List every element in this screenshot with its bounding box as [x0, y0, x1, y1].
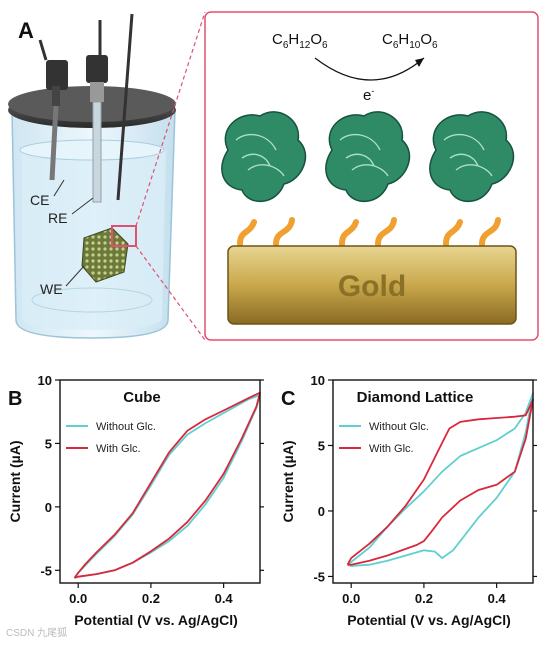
electrochemical-cell-diagram: CE RE WE C6H12O6 C6H10O6 e- [8, 11, 539, 341]
enzyme-2 [325, 111, 411, 203]
gold-substrate: Gold [227, 245, 517, 325]
panel-a: A [8, 11, 539, 341]
chart-title: Diamond Lattice [357, 389, 474, 406]
linkers [237, 217, 501, 247]
product-formula: C6H10O6 [382, 31, 438, 51]
linker [237, 219, 257, 247]
x-tick-label: 0.0 [342, 591, 360, 606]
lattice-electrode [81, 225, 137, 283]
electrodes [38, 13, 134, 203]
legend-label: Without Glc. [96, 421, 156, 433]
linker [339, 219, 359, 247]
x-tick-label: 0.2 [415, 591, 433, 606]
y-tick-label: 0 [318, 504, 325, 519]
panel-a-letter: A [18, 18, 34, 43]
plot-frame [59, 379, 261, 584]
reactant-formula: C6H12O6 [272, 31, 328, 51]
legend-label: With Glc. [369, 443, 414, 455]
reaction-arrowhead [415, 58, 424, 67]
linker [273, 217, 295, 247]
x-tick-label: 0.4 [488, 591, 507, 606]
y-axis-title: Current (µA) [7, 441, 23, 523]
we-label: WE [40, 281, 63, 297]
panel-c: C -5 0 5 10 0.0 0.2 0.4 Diamond Lattice Without G… [273, 360, 546, 644]
x-axis-title: Potential (V vs. Ag/AgCl) [347, 612, 511, 628]
panel-letter: B [8, 388, 22, 410]
electron-label: e- [363, 86, 374, 104]
reaction-arrow [314, 57, 425, 81]
x-tick-label: 0.2 [142, 591, 160, 606]
x-tick-label: 0.0 [69, 591, 87, 606]
enzyme-1 [221, 111, 307, 203]
x-axis-title: Potential (V vs. Ag/AgCl) [74, 612, 238, 628]
legend-label: With Glc. [96, 443, 141, 455]
re-label: RE [48, 210, 67, 226]
y-tick-label: -5 [313, 569, 325, 584]
watermark: CSDN 九尾狐 [6, 628, 68, 639]
beaker-lid [8, 86, 176, 128]
chart-title: Cube [123, 389, 161, 406]
enzyme-3 [429, 111, 515, 203]
y-axis-title: Current (µA) [280, 441, 296, 523]
legend-label: Without Glc. [369, 421, 429, 433]
diamond-lattice-cv-chart: C -5 0 5 10 0.0 0.2 0.4 Diamond Lattice Without G… [280, 373, 537, 628]
cube-cv-chart: B -5 0 5 10 0.0 0.2 0.4 Cube Without Glc. With Glc… [7, 373, 264, 628]
linker [443, 219, 463, 247]
gold-label: Gold [338, 270, 406, 303]
linker [375, 217, 397, 247]
x-tick-label: 0.4 [215, 591, 234, 606]
linker [479, 217, 501, 247]
ce-label: CE [30, 192, 49, 208]
series-line-with-glc [346, 398, 534, 566]
plot-frame [332, 379, 534, 584]
y-tick-label: 5 [45, 436, 52, 451]
y-tick-label: -5 [40, 563, 52, 578]
y-tick-label: 10 [311, 373, 325, 388]
y-tick-label: 5 [318, 438, 325, 453]
enzymes [221, 111, 515, 203]
panel-b: B -5 0 5 10 0.0 0.2 0.4 Cube Without Glc. With Glc… [0, 360, 273, 644]
y-tick-label: 10 [38, 373, 52, 388]
diagram-labels: CE RE WE [30, 179, 94, 297]
series-line-without-glc [346, 392, 534, 567]
panel-letter: C [281, 388, 295, 410]
y-tick-label: 0 [45, 500, 52, 515]
reaction-equation: C6H12O6 C6H10O6 e- [272, 31, 438, 104]
